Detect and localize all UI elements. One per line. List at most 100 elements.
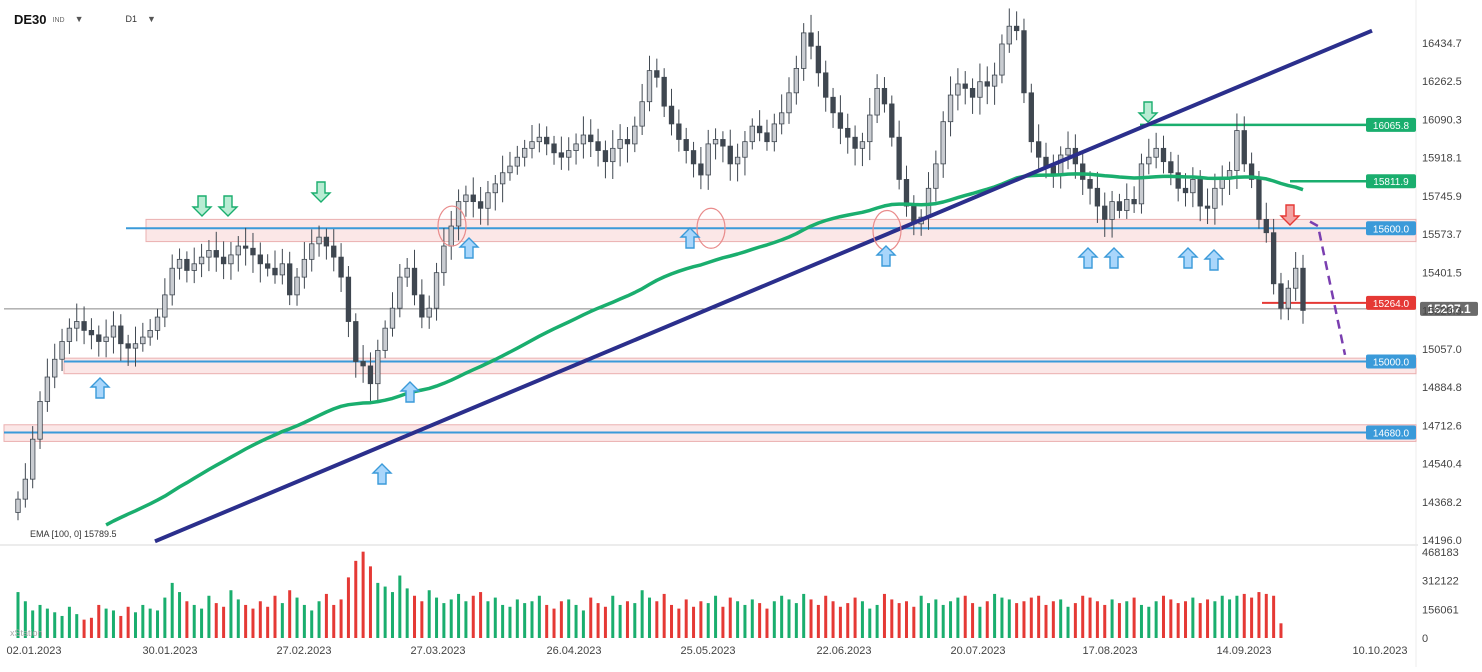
volume-bar <box>581 610 585 638</box>
x-axis-tick-label: 20.07.2023 <box>950 645 1005 657</box>
candle-body <box>867 114 873 143</box>
volume-bar <box>868 608 872 638</box>
ema-indicator-label[interactable]: EMA [100, 0] 15789.5 <box>30 529 117 539</box>
volume-bar <box>427 590 431 638</box>
candle-body <box>441 245 447 274</box>
volume-bar <box>222 606 226 638</box>
candle-body <box>801 32 807 69</box>
candle-body <box>1058 154 1064 176</box>
volume-bar <box>941 604 945 638</box>
volume-bar <box>317 601 321 638</box>
candle-body <box>499 172 506 185</box>
volume-bar <box>706 603 710 638</box>
volume-bar <box>156 610 160 638</box>
candle-body <box>1182 187 1189 194</box>
symbol-dropdown-icon[interactable]: ▼ <box>74 14 84 24</box>
candle-body <box>242 245 249 249</box>
y-axis-tick-label: 15573.7 <box>1422 229 1462 241</box>
price-level-tag-text: 15264.0 <box>1373 299 1410 310</box>
timeframe-label[interactable]: D1 <box>125 14 138 24</box>
symbol-label[interactable]: DE30 <box>14 11 47 27</box>
candle-body <box>1153 147 1159 158</box>
volume-bar <box>258 601 262 638</box>
candle-body <box>264 263 271 269</box>
y-axis-tick-label: 16262.5 <box>1422 76 1462 88</box>
volume-bar <box>53 612 57 638</box>
support-up-arrow-icon <box>371 463 393 485</box>
support-up-arrow-icon <box>679 227 701 249</box>
candle-body <box>676 123 682 140</box>
volume-bar <box>45 608 49 638</box>
timeframe-dropdown-icon[interactable]: ▼ <box>147 14 156 24</box>
candle-body <box>448 225 454 247</box>
volume-bar <box>1022 601 1026 638</box>
volume-bar <box>38 604 42 638</box>
candle-body <box>353 321 359 362</box>
candle-body <box>1175 172 1181 189</box>
candle-body <box>661 76 667 107</box>
price-level-tag-text: 15237.1 <box>1427 302 1471 316</box>
volume-bar <box>236 599 240 638</box>
candle-body <box>1212 187 1218 209</box>
candle-body <box>463 194 469 203</box>
volume-bar <box>302 604 306 638</box>
candle-body <box>544 136 550 145</box>
volume-bar <box>596 603 600 638</box>
candle-body <box>566 150 572 158</box>
volume-bar <box>464 601 468 638</box>
candle-body <box>1263 218 1269 234</box>
volume-bar <box>1235 595 1239 638</box>
x-axis-tick-label: 26.04.2023 <box>546 645 601 657</box>
volume-bar <box>368 566 372 638</box>
candle-body <box>668 105 675 125</box>
volume-bar <box>559 601 563 638</box>
candle-body <box>977 81 983 98</box>
candle-body <box>984 81 990 87</box>
price-level-tag <box>1420 301 1478 316</box>
candle-body <box>1035 141 1042 158</box>
candle-body <box>206 250 212 258</box>
volume-bar <box>971 603 975 638</box>
candle-body <box>896 136 902 180</box>
volume-bar <box>545 604 549 638</box>
candle-body <box>558 152 565 158</box>
volume-bar <box>736 601 740 638</box>
candle-body <box>1226 170 1233 178</box>
candle-body <box>786 92 792 114</box>
candle-body <box>147 330 153 338</box>
candle-body <box>610 147 616 163</box>
candle-body <box>169 267 175 296</box>
volume-bar <box>31 610 35 638</box>
volume-bar <box>794 603 798 638</box>
volume-bar <box>934 599 938 638</box>
candle-body <box>969 87 976 98</box>
volume-bar <box>214 603 218 638</box>
price-level-tag <box>1366 425 1416 440</box>
resistance-down-arrow-icon <box>310 181 332 203</box>
volume-bar <box>244 604 248 638</box>
candle-body <box>198 256 205 265</box>
volume-bar <box>501 604 505 638</box>
volume-bar <box>838 606 842 638</box>
candle-body <box>455 201 462 227</box>
candle-body <box>426 307 432 318</box>
volume-bar <box>949 601 953 638</box>
price-level-tag-text: 14680.0 <box>1373 429 1410 440</box>
volume-bar <box>1007 599 1011 638</box>
volume-bar <box>860 601 864 638</box>
volume-bar <box>956 597 960 638</box>
candle-body <box>492 183 498 194</box>
resistance-down-arrow-icon <box>1137 101 1159 123</box>
volume-bar <box>655 601 659 638</box>
candle-body <box>595 141 601 151</box>
candle-body <box>1248 163 1255 180</box>
highlight-circle <box>696 207 726 249</box>
candle-body <box>1285 287 1291 309</box>
volume-bar <box>111 610 115 638</box>
volume-bar <box>1184 601 1188 638</box>
candle-body <box>125 343 131 349</box>
candle-body <box>1241 130 1247 165</box>
candle-body <box>1278 283 1284 309</box>
candle-body <box>404 267 410 278</box>
